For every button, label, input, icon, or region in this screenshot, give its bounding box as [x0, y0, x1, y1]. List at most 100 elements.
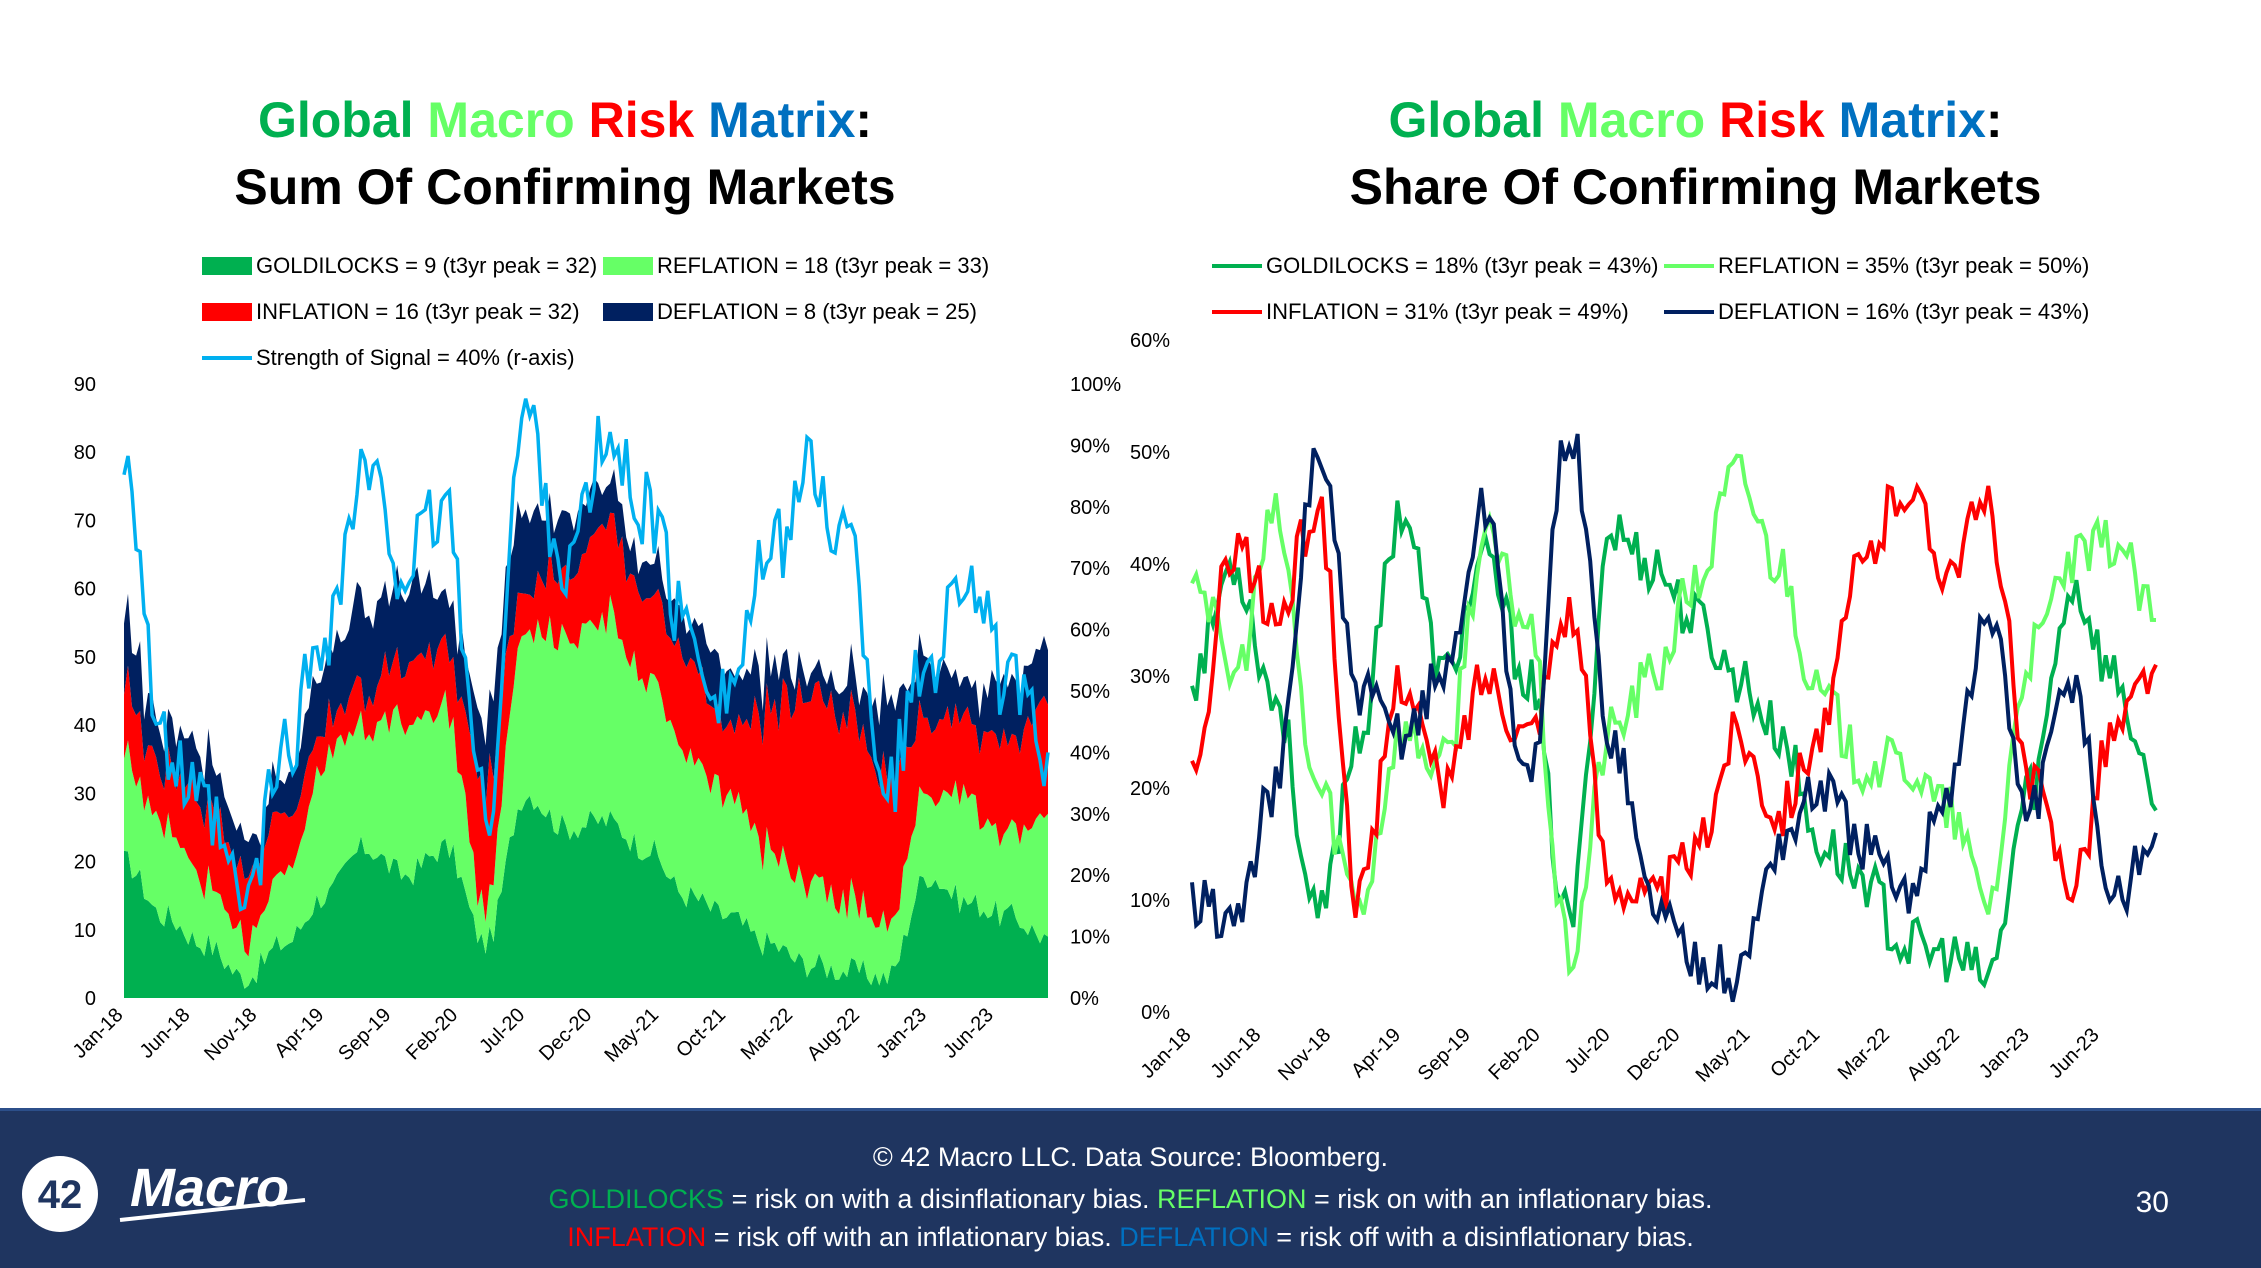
- y-right-tick-label: 100%: [1070, 374, 1121, 396]
- x-tick-label: Jan-23: [1975, 1024, 2034, 1083]
- right-line-chart: 0% 10% 20% 30% 40% 50% 60% Jan-18 Jun-18 Nov-18 Ap…: [1130, 330, 2158, 1087]
- legend-swatch-reflation: [603, 257, 653, 275]
- legend-swatch-deflation: [603, 303, 653, 321]
- title-word-matrix: Matrix: [708, 92, 856, 148]
- x-tick-label: Sep-19: [1414, 1024, 1475, 1085]
- legend-swatch-inflation: [202, 303, 252, 321]
- y-tick-label: 50%: [1130, 442, 1170, 464]
- x-tick-label: May-21: [1692, 1024, 1755, 1087]
- footer-deflation-desc: = risk off with a disinflationary bias.: [1268, 1222, 1694, 1252]
- left-chart-title-line2: Sum Of Confirming Markets: [234, 159, 896, 215]
- title-word-matrix: Matrix: [1838, 92, 1986, 148]
- footer-inflation-desc: = risk off with an inflationary bias.: [706, 1222, 1120, 1252]
- footer-copyright: © 42 Macro LLC. Data Source: Bloomberg.: [872, 1142, 1389, 1172]
- y-left-tick-label: 20: [74, 852, 96, 874]
- legend-swatch-goldilocks: [1212, 264, 1262, 268]
- y-left-tick-label: 80: [74, 442, 96, 464]
- footer-goldilocks-desc: = risk on with a disinflationary bias.: [724, 1184, 1158, 1214]
- y-right-tick-label: 0%: [1070, 988, 1099, 1010]
- title-word-global: Global: [1388, 92, 1545, 148]
- y-tick-label: 10%: [1130, 890, 1170, 912]
- x-tick-label: Dec-20: [535, 1004, 596, 1065]
- area-deflation: [124, 469, 1048, 879]
- title-colon: :: [855, 92, 873, 148]
- logo-swoosh: [119, 1198, 306, 1222]
- title-word-macro: Macro: [1557, 92, 1706, 148]
- legend-swatch-signal: [202, 356, 252, 360]
- footer-bar: 42 Macro © 42 Macro LLC. Data Source: Bl…: [0, 1108, 2261, 1268]
- 42-macro-logo: 42 Macro: [20, 1154, 320, 1239]
- y-right-tick-label: 30%: [1070, 804, 1110, 826]
- y-tick-label: 60%: [1130, 330, 1170, 352]
- y-tick-label: 30%: [1130, 666, 1170, 688]
- right-chart-title-line2: Share Of Confirming Markets: [1349, 159, 2042, 215]
- legend-item-inflation: INFLATION = 31% (t3yr peak = 49%): [1212, 299, 1629, 325]
- y-left-tick-label: 0: [85, 988, 96, 1010]
- x-tick-label: Feb-20: [1484, 1024, 1544, 1084]
- footer-goldilocks-word: GOLDILOCKS: [548, 1184, 725, 1214]
- x-tick-label: Nov-18: [1274, 1024, 1335, 1085]
- x-tick-label: Jun-23: [2045, 1024, 2104, 1083]
- area-reflation: [124, 594, 1048, 989]
- y-tick-label: 20%: [1130, 778, 1170, 800]
- y-right-tick-label: 10%: [1070, 927, 1110, 949]
- y-right-tick-label: 40%: [1070, 742, 1110, 764]
- title-word-global: Global: [257, 92, 414, 148]
- line-strength-of-signal: [122, 398, 1050, 913]
- area-inflation: [124, 512, 1048, 957]
- logo-graphic: 42 Macro: [22, 1156, 306, 1232]
- title-word-risk: Risk: [588, 92, 695, 148]
- legend-swatch-goldilocks: [202, 257, 252, 275]
- y-right-tick-label: 50%: [1070, 681, 1110, 703]
- legend-swatch-deflation: [1664, 310, 1714, 314]
- legend-item-inflation: INFLATION = 16 (t3yr peak = 32): [202, 299, 580, 325]
- x-tick-label: Nov-18: [200, 1004, 261, 1065]
- y-left-tick-label: 90: [74, 374, 96, 396]
- area-goldilocks: [124, 795, 1048, 998]
- x-tick-label: Jun-18: [136, 1004, 195, 1063]
- x-tick-label: Jul-20: [1561, 1024, 1615, 1078]
- y-right-tick-label: 90%: [1070, 435, 1110, 457]
- legend-swatch-inflation: [1212, 310, 1262, 314]
- legend-item-deflation: DEFLATION = 8 (t3yr peak = 25): [603, 299, 977, 325]
- x-tick-label: Jan-23: [872, 1004, 931, 1063]
- legend-item-signal: Strength of Signal = 40% (r-axis): [202, 345, 575, 371]
- y-left-tick-label: 60: [74, 579, 96, 601]
- y-right-tick-label: 80%: [1070, 497, 1110, 519]
- legend-item-deflation: DEFLATION = 16% (t3yr peak = 43%): [1664, 299, 2089, 325]
- right-chart-title-line1: Global Macro Risk Matrix:: [1130, 88, 2261, 152]
- legend-label-deflation: DEFLATION = 16% (t3yr peak = 43%): [1718, 299, 2090, 324]
- left-chart-panel: Global Macro Risk Matrix: Sum Of Confirm…: [0, 0, 1130, 1105]
- y-right-tick-label: 20%: [1070, 865, 1110, 887]
- page-number: 30: [2135, 1186, 2169, 1219]
- legend-label-deflation: DEFLATION = 8 (t3yr peak = 25): [657, 299, 977, 324]
- line-goldilocks: [1190, 500, 2158, 989]
- x-tick-label: Feb-20: [402, 1004, 462, 1064]
- x-tick-label: Apr-19: [270, 1004, 328, 1062]
- y-left-tick-label: 70: [74, 510, 96, 532]
- legend-item-goldilocks: GOLDILOCKS = 9 (t3yr peak = 32): [202, 253, 597, 279]
- y-left-tick-label: 40: [74, 715, 96, 737]
- y-left-tick-label: 30: [74, 783, 96, 805]
- footer-reflation-desc: = risk on with an inflationary bias.: [1306, 1184, 1713, 1214]
- y-right-tick-label: 60%: [1070, 620, 1110, 642]
- x-tick-label: Oct-21: [672, 1004, 730, 1062]
- footer-inflation-word: INFLATION: [567, 1222, 707, 1252]
- x-tick-label: Mar-22: [1834, 1024, 1894, 1084]
- legend-label-reflation: REFLATION = 35% (t3yr peak = 50%): [1718, 253, 2090, 278]
- logo-number: 42: [38, 1173, 83, 1217]
- x-tick-label: Jan-18: [1137, 1024, 1196, 1083]
- left-chart-title-line1: Global Macro Risk Matrix:: [0, 88, 1130, 152]
- footer-reflation-word: REFLATION: [1157, 1184, 1307, 1214]
- legend-label-goldilocks: GOLDILOCKS = 9 (t3yr peak = 32): [256, 253, 598, 278]
- y-tick-label: 40%: [1130, 554, 1170, 576]
- legend-item-goldilocks: GOLDILOCKS = 18% (t3yr peak = 43%): [1212, 253, 1659, 279]
- x-tick-label: Oct-21: [1766, 1024, 1824, 1082]
- x-tick-label: May-21: [600, 1004, 663, 1067]
- x-tick-label: Jun-18: [1207, 1024, 1266, 1083]
- x-tick-label: Jan-18: [69, 1004, 128, 1063]
- legend-label-signal: Strength of Signal = 40% (r-axis): [256, 345, 575, 370]
- x-tick-label: Mar-22: [737, 1004, 797, 1064]
- x-tick-label: Dec-20: [1623, 1024, 1684, 1085]
- x-tick-label: Jul-20: [475, 1004, 529, 1058]
